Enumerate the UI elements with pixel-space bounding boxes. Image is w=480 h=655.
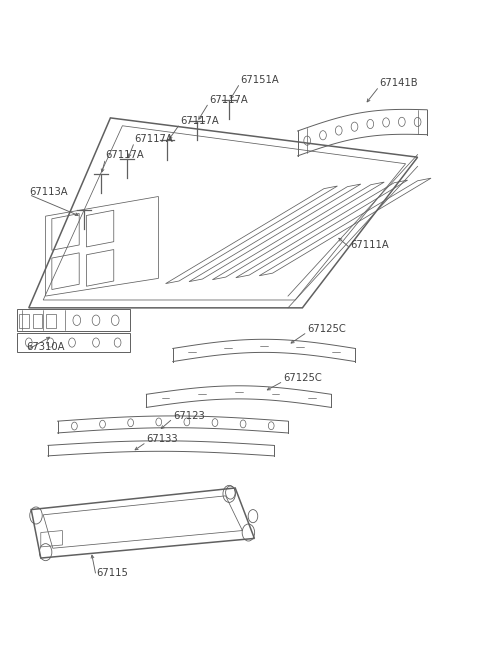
- Text: 67125C: 67125C: [283, 373, 322, 383]
- Text: 67151A: 67151A: [240, 75, 279, 85]
- Text: 67123: 67123: [173, 411, 204, 421]
- Text: 67117A: 67117A: [209, 95, 248, 105]
- Text: 67111A: 67111A: [350, 240, 389, 250]
- Bar: [33, 314, 42, 328]
- Text: 67117A: 67117A: [134, 134, 173, 144]
- Text: 67113A: 67113A: [29, 187, 67, 196]
- Text: 67117A: 67117A: [180, 116, 219, 126]
- Bar: [19, 314, 29, 328]
- Text: 67117A: 67117A: [106, 151, 144, 160]
- Text: 67115: 67115: [96, 568, 128, 578]
- Bar: [46, 314, 56, 328]
- Text: 67141B: 67141B: [379, 79, 418, 88]
- Text: 67133: 67133: [146, 434, 178, 444]
- Text: 67125C: 67125C: [307, 324, 346, 334]
- Text: 67310A: 67310A: [26, 343, 65, 352]
